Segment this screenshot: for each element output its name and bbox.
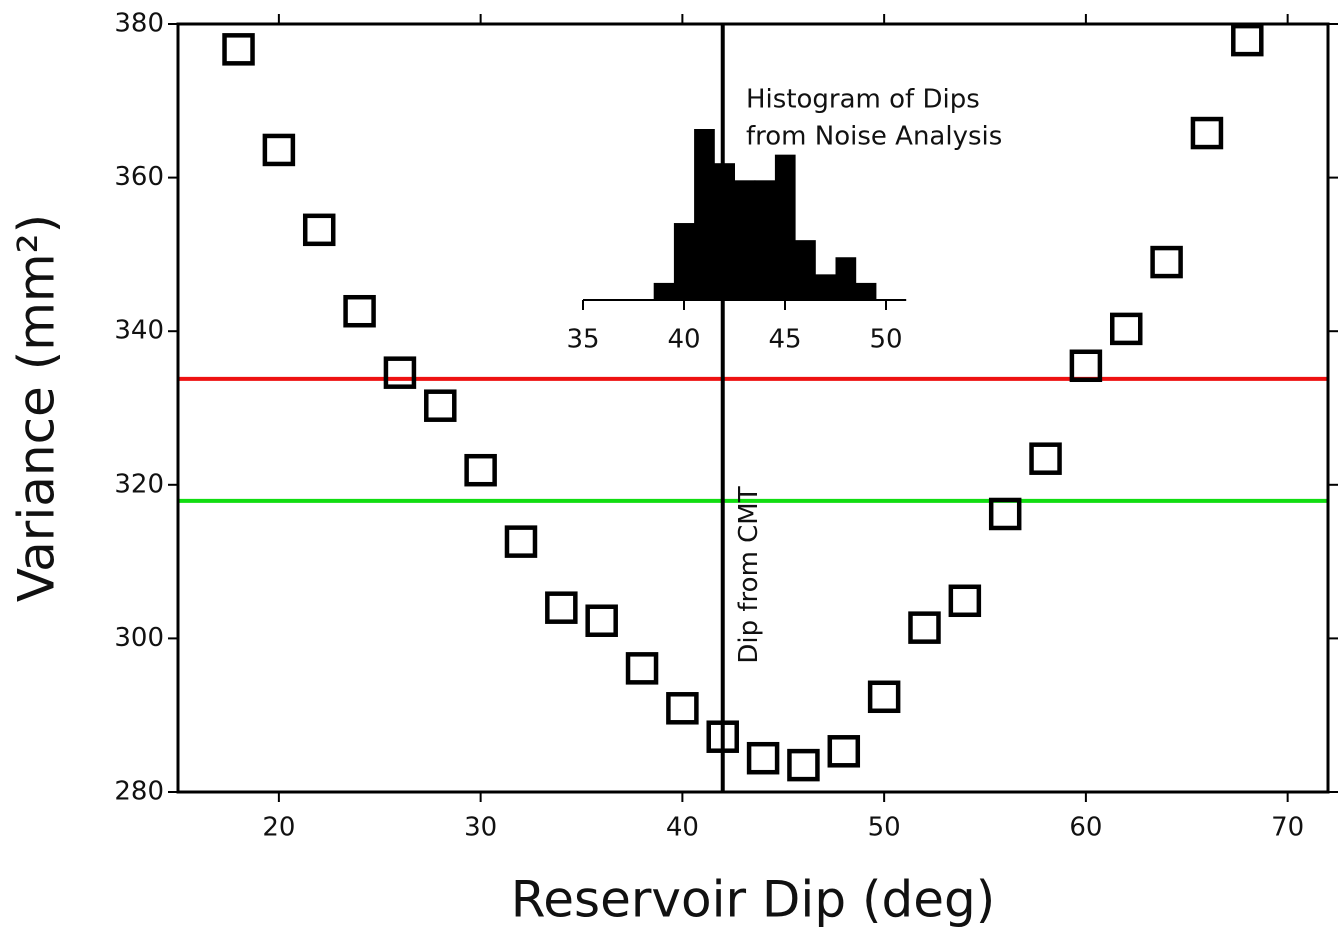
point	[222, 33, 255, 66]
point	[1231, 23, 1264, 57]
point	[827, 735, 861, 768]
point	[988, 497, 1022, 531]
y-tick-label: 280	[114, 777, 164, 807]
x-tick-label: 45	[768, 325, 801, 355]
y-tick-label: 380	[114, 9, 164, 39]
point	[262, 133, 296, 167]
inset-title: Histogram of Dips	[746, 85, 980, 115]
point	[383, 356, 417, 389]
point	[867, 680, 901, 714]
y-tick-label: 340	[114, 316, 164, 346]
histogram-bar	[694, 129, 715, 300]
x-tick-label: 60	[1069, 813, 1102, 843]
x-axis-label: Reservoir Dip (deg)	[511, 871, 995, 929]
point	[706, 720, 739, 753]
annotation: Dip from CMT	[734, 486, 764, 663]
histogram-bar	[795, 240, 816, 300]
x-tick-label: 50	[868, 813, 901, 843]
x-tick-label: 20	[262, 813, 295, 843]
histogram-bar	[653, 282, 675, 300]
point	[787, 748, 820, 782]
point	[1069, 349, 1103, 383]
point	[1029, 442, 1062, 475]
histogram-bar	[855, 282, 877, 300]
x-tick-label: 30	[464, 813, 497, 843]
x-tick-label: 40	[667, 325, 700, 355]
x-tick-label: 70	[1271, 813, 1304, 843]
y-tick-label: 360	[114, 162, 164, 192]
histogram-bar	[673, 223, 695, 300]
point	[625, 652, 659, 685]
histogram-bar	[714, 163, 735, 300]
point	[343, 294, 376, 328]
histogram-bar	[815, 274, 836, 300]
point	[302, 213, 336, 247]
point	[585, 604, 618, 637]
histogram-bar	[835, 257, 857, 300]
point	[1150, 245, 1183, 279]
plot-frame	[176, 22, 1330, 794]
x-tick-label: 40	[666, 813, 699, 843]
point	[948, 584, 982, 618]
inset-title: from Noise Analysis	[746, 122, 1002, 152]
y-tick-label: 320	[114, 469, 164, 499]
point	[545, 591, 578, 624]
histogram-bar	[734, 180, 756, 300]
y-tick-label: 300	[114, 623, 164, 653]
point	[1109, 312, 1143, 346]
point	[746, 741, 780, 775]
histogram-bar	[754, 180, 776, 300]
point	[666, 692, 699, 725]
point	[1190, 116, 1224, 150]
x-tick-label: 35	[566, 325, 599, 355]
point	[504, 525, 538, 558]
point	[908, 611, 941, 644]
y-axis-label: Variance (mm²)	[8, 214, 66, 602]
x-tick-label: 50	[869, 325, 902, 355]
histogram-bar	[774, 154, 796, 300]
point	[424, 389, 457, 422]
point	[464, 453, 497, 487]
